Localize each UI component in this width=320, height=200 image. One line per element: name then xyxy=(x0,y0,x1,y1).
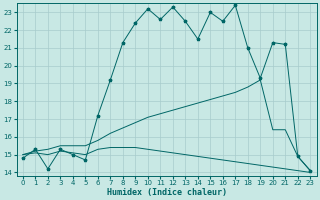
X-axis label: Humidex (Indice chaleur): Humidex (Indice chaleur) xyxy=(107,188,227,197)
